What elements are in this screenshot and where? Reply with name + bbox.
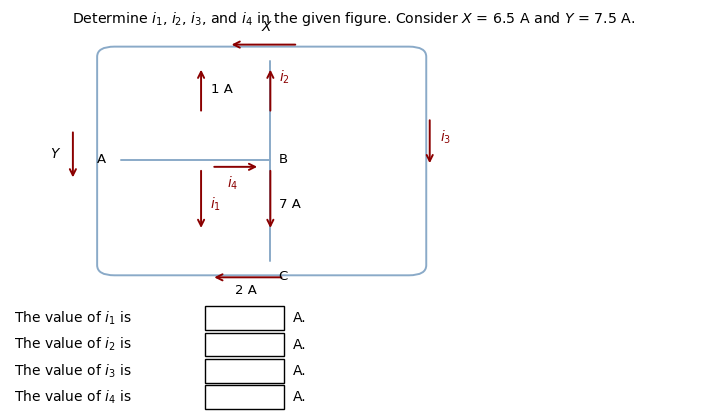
FancyBboxPatch shape bbox=[204, 333, 284, 356]
Text: B: B bbox=[279, 154, 288, 166]
Text: $\mathit{i}_2$: $\mathit{i}_2$ bbox=[279, 68, 290, 85]
FancyBboxPatch shape bbox=[204, 359, 284, 382]
Text: A.: A. bbox=[293, 337, 306, 351]
Text: The value of $\mathit{i}_2$ is: The value of $\mathit{i}_2$ is bbox=[14, 336, 132, 353]
Text: $\mathit{i}_3$: $\mathit{i}_3$ bbox=[440, 129, 451, 146]
FancyBboxPatch shape bbox=[204, 385, 284, 409]
Text: 7 A: 7 A bbox=[279, 198, 301, 211]
Text: 1 A: 1 A bbox=[211, 83, 233, 96]
Text: $\mathit{i}_4$: $\mathit{i}_4$ bbox=[227, 175, 238, 192]
Text: The value of $\mathit{i}_1$ is: The value of $\mathit{i}_1$ is bbox=[14, 309, 132, 327]
Text: A.: A. bbox=[293, 364, 306, 378]
Text: C: C bbox=[279, 270, 288, 283]
FancyBboxPatch shape bbox=[204, 306, 284, 330]
Text: A: A bbox=[97, 154, 106, 166]
Text: Determine $\mathit{i}_1$, $\mathit{i}_2$, $\mathit{i}_3$, and $\mathit{i}_4$ in : Determine $\mathit{i}_1$, $\mathit{i}_2$… bbox=[71, 10, 636, 28]
Text: 2 A: 2 A bbox=[235, 284, 257, 297]
Text: The value of $\mathit{i}_4$ is: The value of $\mathit{i}_4$ is bbox=[14, 389, 132, 406]
Text: A.: A. bbox=[293, 390, 306, 404]
Text: $\mathit{Y}$: $\mathit{Y}$ bbox=[50, 147, 61, 161]
FancyBboxPatch shape bbox=[97, 47, 426, 275]
Text: A.: A. bbox=[293, 311, 306, 325]
Text: The value of $\mathit{i}_3$ is: The value of $\mathit{i}_3$ is bbox=[14, 362, 132, 380]
Text: $\mathit{i}_1$: $\mathit{i}_1$ bbox=[210, 196, 221, 213]
Text: $\mathit{X}$: $\mathit{X}$ bbox=[261, 21, 273, 34]
